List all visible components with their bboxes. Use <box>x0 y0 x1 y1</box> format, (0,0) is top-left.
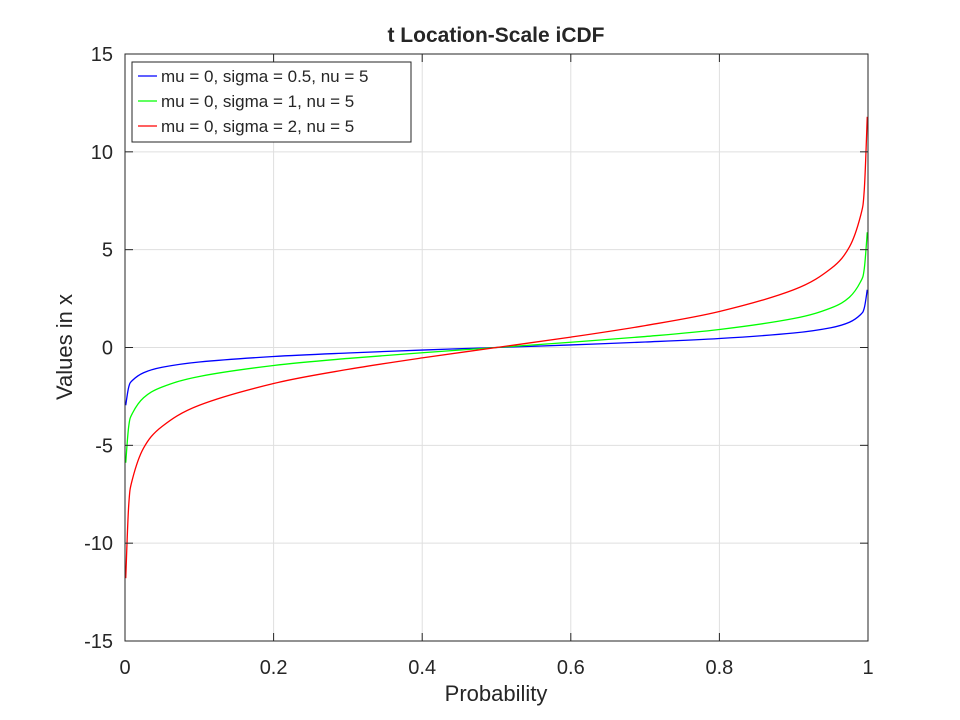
x-tick-label: 1 <box>862 657 873 679</box>
series-lines <box>125 116 868 579</box>
x-tick-label: 0.8 <box>705 657 733 679</box>
y-tick-label: -10 <box>84 533 113 555</box>
x-tick-label: 0.4 <box>408 657 436 679</box>
tick-labels: 0 0.2 0.4 0.6 0.8 1 -15 -10 -5 0 5 10 15 <box>84 44 873 679</box>
legend: mu = 0, sigma = 0.5, nu = 5 mu = 0, sigma… <box>131 61 412 143</box>
legend-label-3: mu = 0, sigma = 2, nu = 5 <box>161 117 354 136</box>
chart-title: t Location-Scale iCDF <box>387 24 604 47</box>
y-tick-label: -15 <box>84 631 113 653</box>
x-tick-label: 0 <box>119 657 130 679</box>
x-tick-label: 0.6 <box>557 657 585 679</box>
legend-label-1: mu = 0, sigma = 0.5, nu = 5 <box>161 67 368 86</box>
y-tick-label: 0 <box>102 338 113 360</box>
x-tick-label: 0.2 <box>260 657 288 679</box>
x-axis-label: Probability <box>445 681 548 706</box>
y-tick-label: -5 <box>95 435 113 457</box>
y-axis-label: Values in x <box>52 294 77 400</box>
legend-label-2: mu = 0, sigma = 1, nu = 5 <box>161 92 354 111</box>
y-tick-label: 5 <box>102 240 113 262</box>
series-line-3 <box>125 116 868 579</box>
y-tick-label: 10 <box>91 142 113 164</box>
axis-ticks <box>124 53 869 642</box>
legend-box <box>131 61 412 143</box>
y-tick-label: 15 <box>91 44 113 66</box>
